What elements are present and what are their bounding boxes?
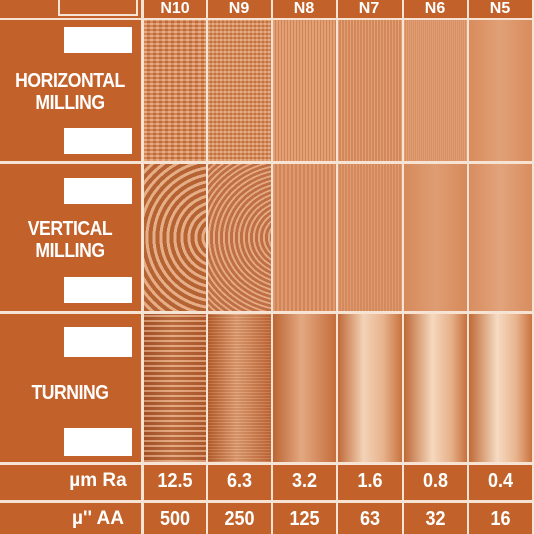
swatch-turning-n8 [273, 314, 336, 462]
swatch-turning-n5 [469, 314, 532, 462]
swatch-horizontal-milling-n10 [144, 20, 206, 161]
swatch-vertical-milling-n5 [469, 164, 532, 311]
swatch-vertical-milling-n8 [273, 164, 336, 311]
grade-header-n5: N5 [469, 0, 531, 18]
ra-value-n5: 0.4 [487, 470, 514, 492]
aa-value-n6: 32 [425, 508, 446, 530]
label-tab-top [64, 178, 132, 204]
label-tab-bottom [64, 277, 132, 303]
grid-line [141, 0, 144, 534]
swatch-horizontal-milling-n5 [469, 20, 532, 161]
ra-value-n10: 12.5 [157, 470, 193, 492]
header-corner [58, 0, 138, 16]
unit-label-micro-inch-aa: µ'' AA [72, 508, 124, 529]
grid-line [532, 0, 534, 534]
swatch-horizontal-milling-n8 [273, 20, 336, 161]
row-label-vertical-milling: VERTICAL MILLING [27, 218, 113, 262]
swatch-horizontal-milling-n6 [404, 20, 467, 161]
unit-label-um-ra: µm Ra [69, 470, 127, 491]
swatch-horizontal-milling-n9 [208, 20, 271, 161]
grid-line [0, 462, 534, 465]
grid-line [467, 0, 469, 534]
ra-value-n8: 3.2 [291, 470, 318, 492]
label-tab-top [64, 327, 132, 357]
grade-header-n6: N6 [404, 0, 466, 18]
grid-line [271, 0, 273, 534]
swatch-vertical-milling-n9 [208, 164, 271, 311]
grid-line [0, 311, 534, 314]
label-tab-top [64, 27, 132, 53]
swatch-turning-n10 [144, 314, 206, 462]
aa-value-n10: 500 [159, 508, 191, 530]
swatch-vertical-milling-n6 [404, 164, 467, 311]
grade-header-n7: N7 [338, 0, 400, 18]
label-tab-bottom [64, 128, 132, 154]
ra-value-n9: 6.3 [226, 470, 253, 492]
swatch-turning-n9 [208, 314, 271, 462]
aa-value-n5: 16 [490, 508, 511, 530]
ra-value-n7: 1.6 [357, 470, 383, 492]
swatch-horizontal-milling-n7 [338, 20, 402, 161]
swatch-turning-n6 [404, 314, 467, 462]
swatch-vertical-milling-n7 [338, 164, 402, 311]
grid-line [0, 500, 534, 503]
grid-line [402, 0, 404, 534]
grade-header-n10: N10 [144, 0, 206, 18]
grade-header-n9: N9 [208, 0, 270, 18]
ra-value-n6: 0.8 [422, 470, 449, 492]
grade-header-n8: N8 [273, 0, 335, 18]
grid-line [0, 161, 534, 164]
swatch-turning-n7 [338, 314, 402, 462]
aa-value-n8: 125 [289, 508, 320, 530]
row-label-turning: TURNING [31, 382, 109, 404]
row-label-horizontal-milling: HORIZONTAL MILLING [15, 70, 125, 114]
grid-line [336, 0, 338, 534]
swatch-vertical-milling-n10 [144, 164, 206, 311]
label-tab-bottom [64, 428, 132, 456]
grid-line [0, 18, 534, 20]
aa-value-n7: 63 [359, 508, 381, 530]
aa-value-n9: 250 [224, 508, 255, 530]
grid-line [206, 0, 208, 534]
